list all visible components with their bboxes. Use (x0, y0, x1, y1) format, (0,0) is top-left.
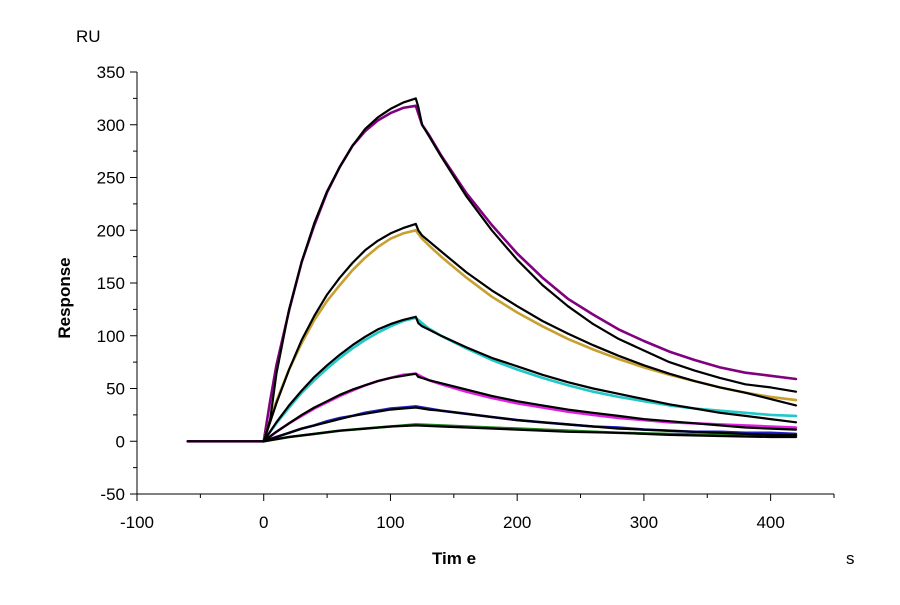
y-tick-label: 0 (116, 432, 125, 451)
x-axis-title: Tim e (432, 549, 476, 568)
y-tick-label: 350 (97, 63, 125, 82)
x-tick-label: 400 (756, 513, 784, 532)
fit-curve (186, 97, 798, 443)
fit-curve (262, 424, 798, 443)
axes-layer: -50 0 50 100 150 200 250 300 350 -100 0 100 200 300 40… (97, 63, 835, 532)
y-tick-label: 300 (97, 116, 125, 135)
series-layer (186, 97, 798, 443)
x-tick-label: 300 (630, 513, 658, 532)
y-axis-unit: RU (76, 27, 101, 46)
fit-curve (262, 315, 798, 443)
x-tick-label: 100 (376, 513, 404, 532)
y-tick-label: 100 (97, 327, 125, 346)
measured-curve (262, 316, 798, 443)
measured-curve (186, 104, 798, 443)
y-tick-label: 200 (97, 221, 125, 240)
fit-curve (262, 406, 798, 443)
y-tick-label: 250 (97, 169, 125, 188)
x-tick-label: -100 (120, 513, 154, 532)
x-tick-label: 0 (259, 513, 268, 532)
x-tick-label: 200 (503, 513, 531, 532)
x-axis-unit: s (846, 549, 855, 568)
y-tick-label: 50 (106, 380, 125, 399)
labels-layer: RU s Tim e Response (55, 27, 855, 568)
y-tick-label: 150 (97, 274, 125, 293)
y-tick-label: -50 (100, 485, 125, 504)
fit-curve (262, 372, 798, 443)
y-axis-title: Response (55, 257, 74, 338)
fit-curve (262, 222, 798, 443)
